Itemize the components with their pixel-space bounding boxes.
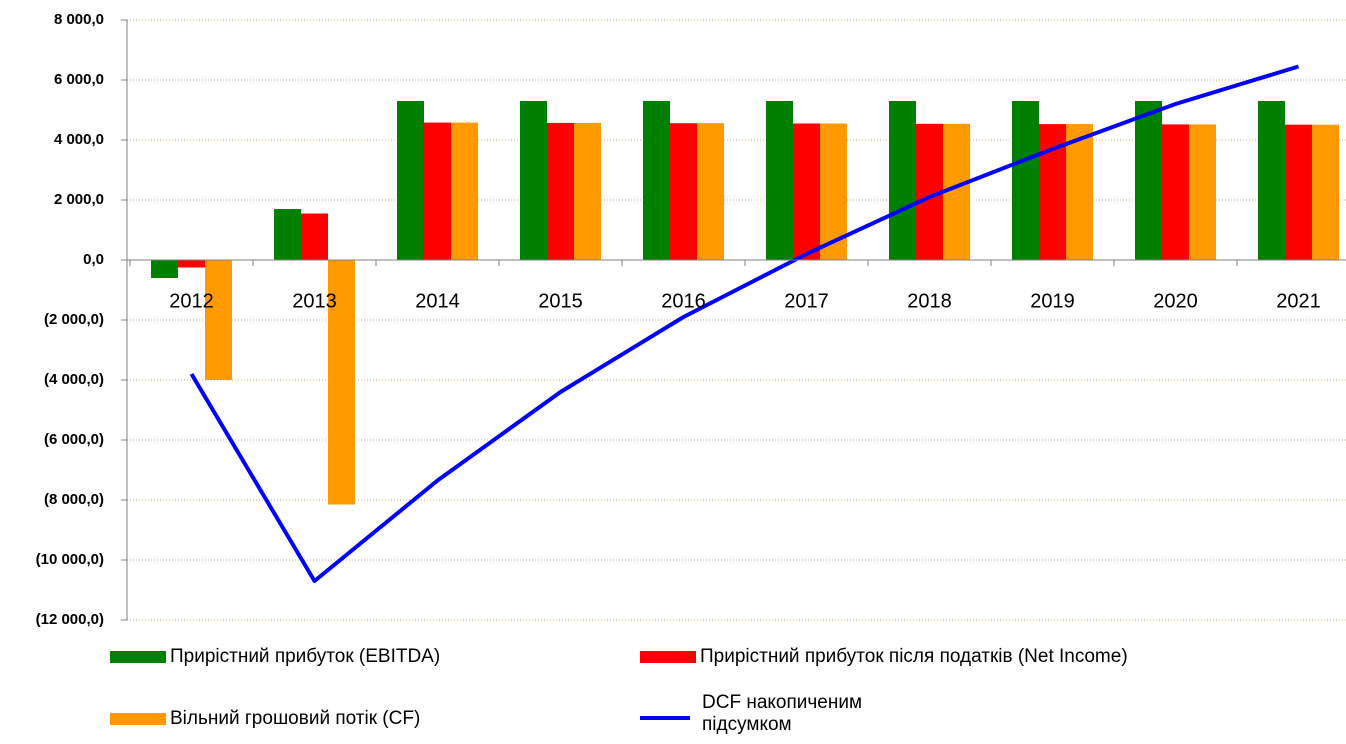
- x-tick-label: 2014: [415, 290, 460, 312]
- legend-item: Прирістний прибуток (EBITDA): [110, 646, 440, 668]
- legend-label: Прирістний прибуток після податків (Net …: [700, 646, 1128, 667]
- y-tick-label: (10 000,0): [36, 551, 104, 568]
- bar: [1189, 124, 1216, 261]
- legend-label: Прирістний прибуток (EBITDA): [170, 646, 441, 667]
- bar: [1258, 101, 1285, 260]
- bar: [643, 101, 670, 260]
- bar: [766, 101, 793, 260]
- legend-item: Прирістний прибуток після податків (Net …: [640, 646, 1128, 668]
- legend-swatch: [640, 651, 696, 663]
- y-tick-label: 0,0: [83, 251, 104, 268]
- bar: [1285, 124, 1312, 260]
- bar: [1312, 124, 1339, 260]
- bar: [520, 101, 547, 260]
- x-tick-label: 2021: [1276, 290, 1321, 312]
- bar: [670, 123, 697, 260]
- y-tick-label: 6 000,0: [54, 71, 104, 88]
- bar: [205, 260, 232, 380]
- bar: [697, 123, 724, 260]
- line-series: [189, 64, 1300, 583]
- legend-swatch: [110, 713, 166, 725]
- x-tick-label: 2019: [1030, 290, 1075, 312]
- bar: [574, 122, 601, 261]
- bar: [178, 260, 205, 268]
- bar: [547, 122, 574, 261]
- bar: [151, 260, 178, 278]
- x-tick-label: 2015: [538, 290, 583, 312]
- bar: [1135, 101, 1162, 260]
- bar: [328, 260, 355, 505]
- bar: [1012, 101, 1039, 260]
- x-tick-label: 2012: [169, 290, 214, 312]
- y-tick-label: (8 000,0): [44, 491, 104, 508]
- x-tick-label: 2018: [907, 290, 952, 312]
- y-tick-label: 8 000,0: [54, 11, 104, 28]
- legend-swatch: [640, 716, 690, 720]
- bar: [397, 101, 424, 260]
- x-tick-label: 2020: [1153, 290, 1198, 312]
- bar: [301, 213, 328, 260]
- y-tick-label: 4 000,0: [54, 131, 104, 148]
- legend-item: Вільний грошовий потік (CF): [110, 708, 420, 730]
- bar: [274, 209, 301, 260]
- bar: [451, 122, 478, 260]
- bar: [424, 122, 451, 260]
- legend-label: Вільний грошовий потік (CF): [170, 708, 421, 729]
- y-tick-label: 2 000,0: [54, 191, 104, 208]
- bar: [1162, 124, 1189, 261]
- bar: [1066, 124, 1093, 260]
- bar: [793, 123, 820, 260]
- x-tick-label: 2016: [661, 290, 706, 312]
- legend-label: DCF накопиченим підсумком: [702, 692, 863, 735]
- legend-swatch: [110, 651, 166, 663]
- y-tick-label: (2 000,0): [44, 311, 104, 328]
- x-tick-label: 2017: [784, 290, 829, 312]
- y-tick-label: (12 000,0): [36, 611, 104, 628]
- legend-item: DCF накопиченим підсумком: [640, 692, 932, 736]
- x-tick-label: 2013: [292, 290, 337, 312]
- y-tick-label: (6 000,0): [44, 431, 104, 448]
- y-tick-label: (4 000,0): [44, 371, 104, 388]
- bar: [889, 101, 916, 260]
